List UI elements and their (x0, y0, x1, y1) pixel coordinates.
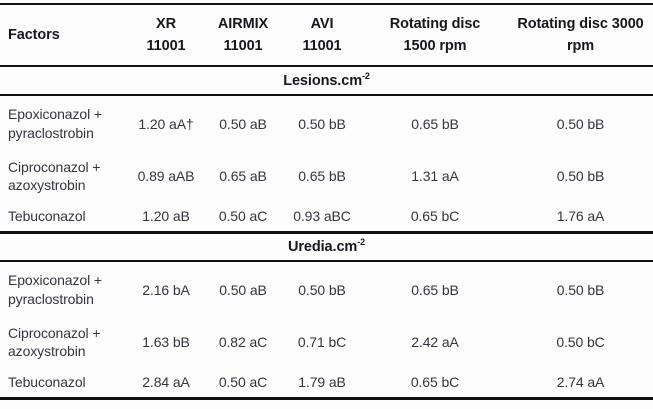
results-table: Factors XR 11001 AIRMIX 11001 AVI 11001 … (0, 3, 653, 400)
value-cell: 1.76 aA (556, 207, 605, 224)
column-header-line: AVI (310, 15, 334, 32)
value-cell: 0.65 bB (411, 115, 459, 132)
value-cell: 2.84 aA (142, 373, 190, 390)
factor-cell: Ciproconazol + azoxystrobin (8, 324, 101, 359)
table-row-uredia-tebuconazol: Tebuconazol 2.84 aA 0.50 aC 1.79 aB 0.65… (0, 367, 653, 398)
value-cell: 2.42 aA (411, 334, 459, 350)
column-header-line: rpm (566, 38, 595, 54)
value-cell: 0.50 bB (298, 281, 346, 298)
factor-cell: Tebuconazol (8, 373, 86, 390)
section-title-text: Lesions.cm (283, 72, 362, 89)
column-header-factors: Factors (8, 26, 60, 43)
table-row-uredia-ciproconazol: Ciproconazol + azoxystrobin 1.63 bB 0.82… (0, 317, 653, 367)
table-row-lesions-epoxiconazol: Epoxiconazol + pyraclostrobin 1.20 aA† 0… (0, 95, 653, 151)
table-row-uredia-epoxiconazol: Epoxiconazol + pyraclostrobin 2.16 bA 0.… (0, 261, 653, 317)
column-header-line: 1500 rpm (403, 38, 467, 54)
factor-cell: Tebuconazol (8, 207, 86, 224)
value-cell: 0.50 bB (556, 281, 605, 298)
value-cell: 1.20 aA† (138, 115, 194, 132)
value-cell: 0.93 aBC (293, 207, 351, 224)
value-cell: 2.16 bA (142, 281, 190, 298)
value-cell: 0.50 aB (219, 281, 267, 298)
section-title: Lesions.cm-2 (0, 66, 653, 95)
column-header-line: Rotating disc (389, 15, 481, 32)
column-header-line: XR (156, 15, 176, 32)
section-header-uredia: Uredia.cm-2 (0, 232, 653, 261)
column-header-line: AIRMIX (217, 15, 269, 32)
factor-cell: Epoxiconazol + pyraclostrobin (8, 272, 102, 307)
value-cell: 0.50 bB (556, 168, 605, 184)
section-header-lesions: Lesions.cm-2 (0, 66, 653, 95)
value-cell: 1.31 aA (411, 168, 459, 184)
column-header-airmix-11001: AIRMIX 11001 (204, 4, 282, 66)
factor-cell: Epoxiconazol + pyraclostrobin (8, 106, 102, 141)
value-cell: 0.71 bC (297, 334, 347, 350)
value-cell: 0.65 bB (298, 168, 346, 184)
value-cell: 0.50 aC (218, 207, 268, 224)
column-header-line: Rotating disc 3000 (517, 15, 644, 32)
value-cell: 0.65 bC (410, 207, 460, 224)
value-cell: 0.65 aB (219, 168, 267, 184)
table-row-lesions-tebuconazol: Tebuconazol 1.20 aB 0.50 aC 0.93 aBC 0.6… (0, 201, 653, 232)
value-cell: 0.65 bB (411, 281, 459, 298)
column-header-line: 11001 (146, 38, 186, 54)
value-cell: 1.63 bB (142, 334, 190, 350)
value-cell: 0.50 bC (556, 334, 605, 350)
value-cell: 0.50 aC (218, 373, 268, 390)
value-cell: 0.65 bC (410, 373, 460, 390)
value-cell: 0.50 bB (556, 115, 605, 132)
section-title-text: Uredia.cm (287, 238, 358, 255)
value-cell: 0.82 aC (218, 334, 268, 350)
value-cell: 0.50 aB (219, 115, 267, 132)
value-cell: 0.89 aAB (137, 168, 195, 184)
superscript-exponent: -2 (361, 70, 370, 81)
column-header-rotating-disc-1500: Rotating disc 1500 rpm (362, 4, 508, 66)
value-cell: 0.50 bB (298, 115, 346, 132)
value-cell: 2.74 aA (556, 373, 605, 390)
column-header-line: 11001 (223, 38, 263, 54)
superscript-exponent: -2 (357, 236, 366, 247)
factor-cell: Ciproconazol + azoxystrobin (8, 158, 101, 193)
column-header-avi-11001: AVI 11001 (282, 4, 362, 66)
section-title: Uredia.cm-2 (0, 232, 653, 261)
table-row-lesions-ciproconazol: Ciproconazol + azoxystrobin 0.89 aAB 0.6… (0, 151, 653, 201)
column-header-rotating-disc-3000: Rotating disc 3000 rpm (508, 4, 653, 66)
column-header-line: 11001 (302, 38, 342, 54)
table-header-row: Factors XR 11001 AIRMIX 11001 AVI 11001 … (0, 4, 653, 66)
column-header-xr-11001: XR 11001 (128, 4, 204, 66)
value-cell: 1.20 aB (142, 207, 190, 224)
value-cell: 1.79 aB (298, 373, 346, 390)
